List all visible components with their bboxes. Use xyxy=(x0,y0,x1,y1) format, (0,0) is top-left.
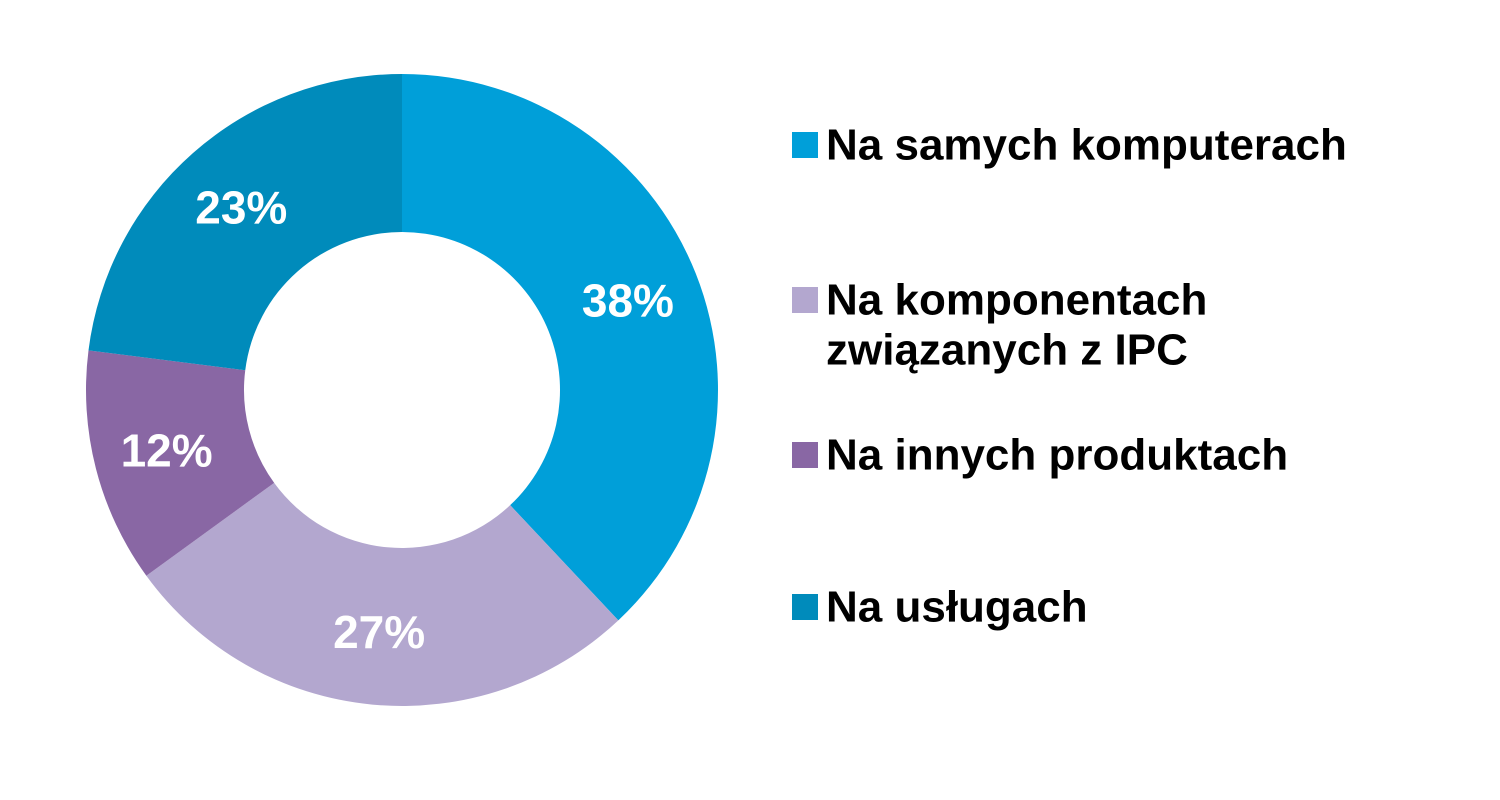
legend-item-4: Na usługach xyxy=(792,583,1088,632)
legend-label-4-line-1: Na usługach xyxy=(826,583,1088,632)
slice-value-label-4: 23% xyxy=(195,182,287,234)
legend-marker-4 xyxy=(792,594,818,620)
legend-label-2-line-1: Na komponentach xyxy=(826,276,1207,325)
slices-group xyxy=(86,74,718,706)
donut-slice-2 xyxy=(146,482,619,706)
legend-marker-3 xyxy=(792,442,818,468)
legend-label-3-line-1: Na innych produktach xyxy=(826,431,1288,480)
legend-label-2-line-2: związanych z IPC xyxy=(826,326,1188,375)
slice-labels-group: 38% 27% 12% 23% xyxy=(121,182,674,658)
slice-value-label-1: 38% xyxy=(582,275,674,327)
donut-slice-3 xyxy=(86,350,275,576)
legend-label-1-line-1: Na samych komputerach xyxy=(826,121,1347,170)
legend-item-3: Na innych produktach xyxy=(792,431,1288,480)
legend-marker-1 xyxy=(792,132,818,158)
slice-value-label-3: 12% xyxy=(121,424,213,476)
legend-marker-2 xyxy=(792,287,818,313)
donut-slice-1 xyxy=(402,74,718,621)
legend: Na samych komputerach Na komponentachzwią… xyxy=(792,121,1347,632)
donut-slice-4 xyxy=(88,74,402,371)
slice-value-label-2: 27% xyxy=(333,606,425,658)
legend-item-1: Na samych komputerach xyxy=(792,121,1347,170)
